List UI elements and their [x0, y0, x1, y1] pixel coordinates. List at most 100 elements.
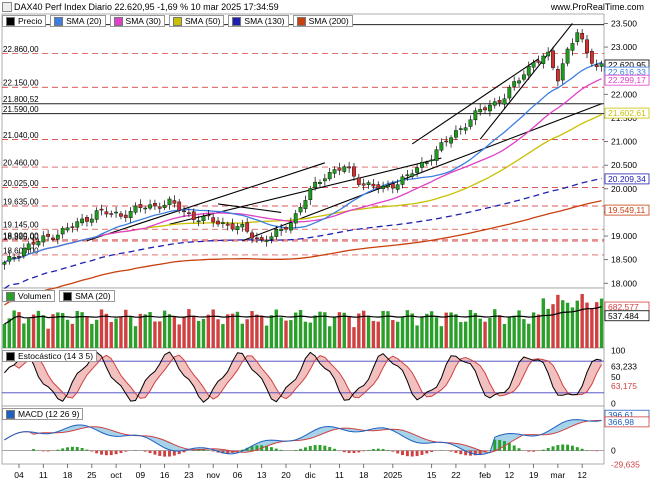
x-tick-label-10: 13: [257, 470, 267, 480]
candle: [444, 136, 449, 147]
macd-histogram-bar: [61, 448, 65, 451]
candle-body: [250, 232, 254, 239]
trend-line-4: [479, 23, 573, 140]
x-tick-label-19: 12: [505, 470, 515, 480]
candle-body: [327, 172, 332, 180]
volume-bar: [381, 310, 385, 348]
macd-histogram-bar: [362, 450, 366, 452]
macd-histogram-bar: [541, 449, 545, 451]
macd-histogram-bar: [561, 444, 565, 451]
candle: [356, 173, 361, 188]
volume-legend: Volumen SMA (20): [2, 290, 115, 302]
macd-histogram-bar: [570, 445, 574, 451]
candle: [337, 162, 342, 176]
macd-histogram-bar: [401, 450, 404, 456]
macd-histogram-bar: [202, 449, 205, 451]
candle: [21, 243, 26, 259]
macd-histogram-bar: [396, 450, 400, 454]
candle: [381, 181, 386, 193]
candle-body: [381, 185, 386, 189]
candle: [264, 235, 269, 247]
x-tick-label-13: 11: [335, 470, 344, 480]
volume-bar: [429, 311, 434, 348]
candle: [449, 135, 453, 148]
legend-macd[interactable]: MACD (12 26 9): [2, 408, 84, 420]
candle: [182, 206, 186, 218]
legend-sma50[interactable]: SMA (50): [168, 15, 225, 27]
volume-bar: [60, 313, 65, 348]
volume-bar: [158, 321, 162, 348]
legend-sma20[interactable]: SMA (20): [50, 15, 106, 27]
macd-histogram-bar: [172, 450, 176, 456]
volume-bar: [410, 313, 414, 348]
volume-bar: [337, 312, 342, 348]
candle: [177, 198, 182, 214]
candle-body: [308, 188, 313, 201]
legend-sma30[interactable]: SMA (30): [109, 15, 165, 27]
candle-body: [187, 212, 191, 214]
candle-body: [570, 43, 575, 51]
candle: [400, 174, 405, 189]
macd-histogram-bar: [575, 447, 579, 451]
macd-histogram-bar: [294, 450, 298, 451]
volume-bar: [395, 321, 400, 348]
legend-vol-sma20[interactable]: SMA (20): [59, 290, 115, 302]
candle: [303, 195, 308, 213]
volume-bar: [483, 321, 487, 348]
volume-bar: [264, 325, 269, 348]
candle: [26, 241, 31, 254]
candle: [565, 47, 570, 67]
x-tick-label-15: 2025: [383, 470, 402, 480]
volume-bar: [27, 318, 31, 348]
line-sma130: [4, 177, 602, 290]
macd-histogram-bar: [269, 447, 273, 451]
candle: [555, 65, 560, 87]
legend-sma130[interactable]: SMA (130): [228, 15, 289, 27]
macd-histogram-bar: [308, 446, 312, 451]
volume-bar: [449, 312, 453, 348]
macd-histogram-bar: [532, 450, 536, 452]
candle: [575, 29, 580, 46]
legend-precio[interactable]: Precio: [2, 15, 47, 27]
volume-bar: [599, 298, 604, 348]
candle: [488, 100, 492, 117]
candle: [390, 180, 395, 194]
volume-bar: [255, 314, 259, 348]
volume-bar: [269, 315, 274, 348]
candle: [148, 199, 152, 211]
candle-body: [284, 227, 288, 230]
legend-volumen[interactable]: Volumen: [2, 290, 56, 302]
macd-histogram-bar: [85, 449, 89, 451]
candle: [230, 218, 235, 232]
candle-body: [352, 166, 356, 177]
volume-bar: [80, 312, 84, 348]
macd-histogram-bar: [410, 450, 414, 457]
candle-body: [531, 62, 536, 68]
candle: [235, 223, 240, 235]
legend-estocastico[interactable]: Estocástico (14 3 5): [2, 350, 98, 362]
candle-body: [478, 109, 483, 113]
price-badge-5: [604, 204, 650, 216]
candle: [191, 208, 196, 224]
candle: [284, 225, 288, 233]
macd-histogram-bar: [56, 449, 60, 451]
menu-icon[interactable]: [2, 2, 12, 12]
volume-bar: [546, 308, 550, 348]
macd-histogram-bar: [323, 445, 327, 451]
candle: [322, 174, 327, 186]
volume-bar: [12, 310, 16, 348]
volume-bar: [192, 315, 196, 348]
volume-bar: [454, 314, 458, 348]
line-volume-sma20: [4, 306, 602, 325]
volume-bar: [405, 310, 410, 348]
candle: [521, 70, 526, 82]
candle-body: [347, 166, 352, 169]
volume-bar: [250, 311, 254, 348]
legend-sma200[interactable]: SMA (200): [292, 15, 353, 27]
macd-histogram-bar: [449, 450, 453, 452]
macd-histogram-bar: [143, 450, 147, 452]
candle-body: [99, 208, 104, 211]
macd-histogram-bar: [381, 448, 385, 451]
candle: [104, 207, 109, 218]
